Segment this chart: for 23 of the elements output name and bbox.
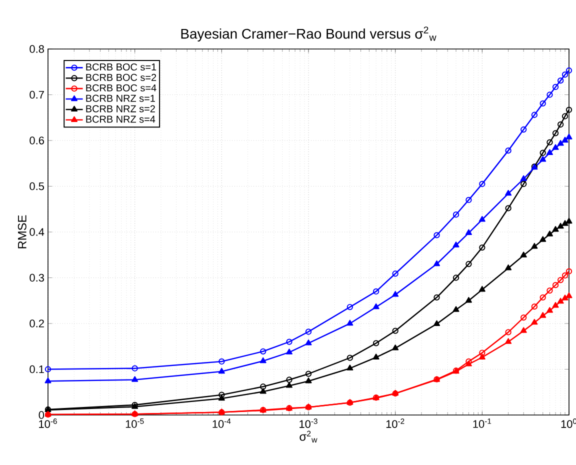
- x-tick-label: 10$^{-3}$: [300, 418, 318, 428]
- y-tick-label: 0.3: [30, 274, 44, 282]
- y-axis-title: RMSE: [18, 215, 26, 248]
- legend-label: BCRB NRZ s=2: [86, 105, 155, 112]
- legend-label: BCRB NRZ s=4: [86, 116, 156, 123]
- x-tick-label: 10$^{-1}$: [473, 418, 492, 428]
- y-tick-label: 0.1: [30, 365, 44, 374]
- legend-label: BCRB BOC s=2: [86, 74, 156, 81]
- legend-label: BCRB BOC s=4: [86, 84, 156, 92]
- y-tick-label: 0.2: [30, 320, 44, 328]
- legend-label: BCRB NRZ s=1: [86, 94, 155, 102]
- chart-title: Bayesian Cramer−Rao Bound versus σ$^{2}$w: [181, 26, 436, 42]
- x-tick-label: 10$^{-4}$: [212, 418, 231, 428]
- legend-label: BCRB BOC s=1: [86, 63, 156, 71]
- y-tick-label: 0.4: [30, 228, 44, 236]
- y-tick-label: 0.8: [30, 45, 44, 53]
- y-tick-label: 0: [38, 411, 44, 419]
- x-tick-label: 10$^{-2}$: [386, 418, 404, 428]
- x-tick-label: 10$^{-6}$: [39, 418, 57, 428]
- y-tick-label: 0.5: [30, 182, 44, 190]
- x-tick-label: 10$^{-5}$: [126, 418, 144, 428]
- y-tick-label: 0.6: [30, 136, 44, 144]
- y-tick-label: 0.7: [30, 90, 44, 99]
